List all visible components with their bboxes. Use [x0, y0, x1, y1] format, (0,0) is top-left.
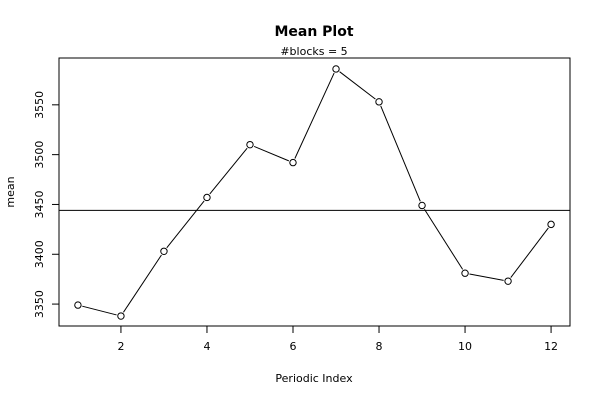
data-point: [375, 98, 383, 106]
series-line-segment: [82, 305, 117, 316]
y-axis-label: mean: [4, 176, 17, 207]
y-tick-label: 3500: [33, 141, 46, 169]
data-point: [332, 65, 340, 73]
series-line-segment: [253, 145, 290, 162]
x-axis: 2 4 6 8 10 12: [117, 326, 558, 353]
x-tick-label: 2: [117, 340, 124, 353]
y-axis: 3350 3400 3450 3500 3550: [33, 91, 59, 318]
series-line-segment: [424, 208, 464, 270]
data-point: [418, 201, 426, 210]
data-point: [547, 220, 555, 229]
chart-title: Mean Plot: [274, 24, 353, 40]
y-tick-label: 3350: [33, 290, 46, 318]
data-point: [246, 140, 254, 149]
series-group: [74, 65, 555, 320]
data-point: [289, 158, 297, 167]
series-line-segment: [209, 147, 248, 195]
series-line-segment: [294, 72, 335, 159]
data-point: [117, 312, 125, 320]
series-line-segment: [123, 254, 162, 313]
y-tick-label: 3450: [33, 190, 46, 218]
x-axis-label: Periodic Index: [275, 372, 353, 385]
series-line-segment: [380, 105, 421, 202]
x-tick-label: 10: [458, 340, 472, 353]
y-tick-label: 3550: [33, 91, 46, 119]
plot-frame: [58, 57, 571, 327]
data-point: [504, 277, 512, 285]
x-tick-label: 4: [203, 340, 210, 353]
data-point: [160, 247, 168, 255]
x-tick-label: 6: [289, 340, 296, 353]
x-tick-label: 8: [376, 340, 383, 353]
chart-subtitle: #blocks = 5: [280, 45, 347, 58]
series-line-segment: [510, 227, 549, 278]
series-line-segment: [339, 71, 376, 100]
y-tick-label: 3400: [33, 240, 46, 268]
series-line-segment: [469, 273, 504, 281]
series-line-segment: [166, 200, 205, 249]
data-point: [203, 193, 211, 202]
x-tick-label: 12: [544, 340, 558, 353]
data-point: [74, 301, 82, 309]
data-point: [461, 269, 469, 277]
